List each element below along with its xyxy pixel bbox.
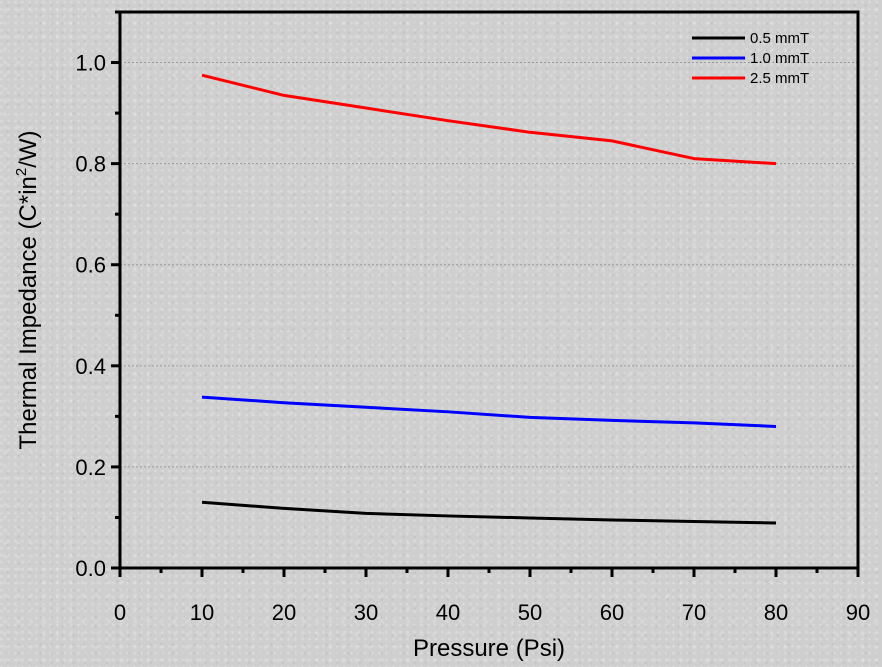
x-axis-title: Pressure (Psi) <box>413 635 565 662</box>
series-line-0 <box>201 500 777 525</box>
x-tick-label: 10 <box>190 600 214 625</box>
legend: 0.5 mmT 1.0 mmT 2.5 mmT <box>692 30 809 87</box>
y-tick-label: 0.0 <box>75 556 106 581</box>
y-axis-title-end: /W) <box>15 130 42 167</box>
legend-label-2: 2.5 mmT <box>750 70 809 87</box>
legend-label-0: 0.5 mmT <box>750 30 809 47</box>
x-tick-label: 70 <box>682 600 706 625</box>
x-tick-label: 90 <box>846 600 870 625</box>
x-tick-label: 20 <box>272 600 296 625</box>
grid-lines <box>120 62 858 468</box>
legend-label-1: 1.0 mmT <box>750 50 809 67</box>
x-tick-label: 50 <box>518 600 542 625</box>
y-axis-title-sup: 2 <box>13 168 30 176</box>
plot-frame <box>118 10 860 570</box>
x-tick-label: 0 <box>114 600 126 625</box>
x-axis: 0 10 20 30 40 50 60 70 80 90 <box>114 568 870 625</box>
y-tick-label: 0.8 <box>75 152 106 177</box>
x-tick-label: 80 <box>764 600 788 625</box>
y-axis-title: Thermal Impedance (C*in2/W) <box>13 130 42 449</box>
y-axis-title-main: Thermal Impedance (C*in <box>15 176 42 449</box>
y-axis: 0.0 0.2 0.4 0.6 0.8 1.0 <box>75 10 120 581</box>
x-tick-label: 30 <box>354 600 378 625</box>
series-line-1 <box>201 395 777 428</box>
y-tick-label: 0.6 <box>75 253 106 278</box>
y-tick-label: 0.2 <box>75 455 106 480</box>
series-layer <box>201 73 777 525</box>
y-tick-label: 0.4 <box>75 354 106 379</box>
x-tick-label: 60 <box>600 600 624 625</box>
series-line-2 <box>201 73 777 166</box>
y-tick-label: 1.0 <box>75 51 106 76</box>
x-tick-label: 40 <box>436 600 460 625</box>
